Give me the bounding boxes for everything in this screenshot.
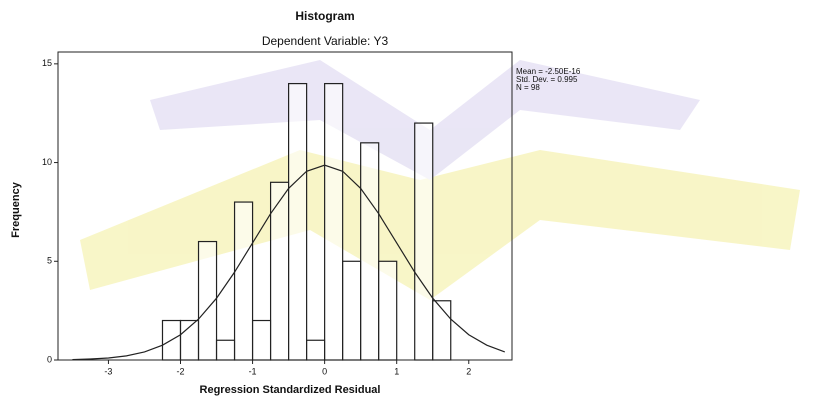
y-tick-label: 0 — [47, 354, 52, 364]
bar — [307, 340, 325, 360]
x-tick-label: -3 — [104, 366, 112, 376]
bar — [289, 84, 307, 360]
x-tick-label: 2 — [466, 366, 471, 376]
watermark-band — [80, 150, 800, 300]
watermark — [80, 60, 800, 300]
bar — [415, 123, 433, 360]
x-tick-label: -1 — [249, 366, 257, 376]
y-axis-label: Frequency — [10, 181, 22, 238]
bar — [433, 301, 451, 360]
bar — [379, 261, 397, 360]
bar — [253, 321, 271, 360]
bar — [235, 202, 253, 360]
bar — [361, 143, 379, 360]
bar — [217, 340, 235, 360]
bar — [325, 84, 343, 360]
x-axis-label: Regression Standardized Residual — [200, 384, 381, 396]
x-tick-label: 0 — [322, 366, 327, 376]
x-tick-label: -2 — [177, 366, 185, 376]
chart: Histogram Dependent Variable: Y3 Regress… — [0, 0, 827, 401]
y-tick-label: 5 — [47, 256, 52, 266]
x-tick-label: 1 — [394, 366, 399, 376]
stats-text: N = 98 — [516, 83, 540, 92]
chart-title: Histogram — [295, 9, 354, 23]
chart-subtitle: Dependent Variable: Y3 — [262, 34, 389, 48]
y-tick-label: 15 — [42, 58, 52, 68]
bar — [343, 261, 361, 360]
y-tick-label: 10 — [42, 157, 52, 167]
